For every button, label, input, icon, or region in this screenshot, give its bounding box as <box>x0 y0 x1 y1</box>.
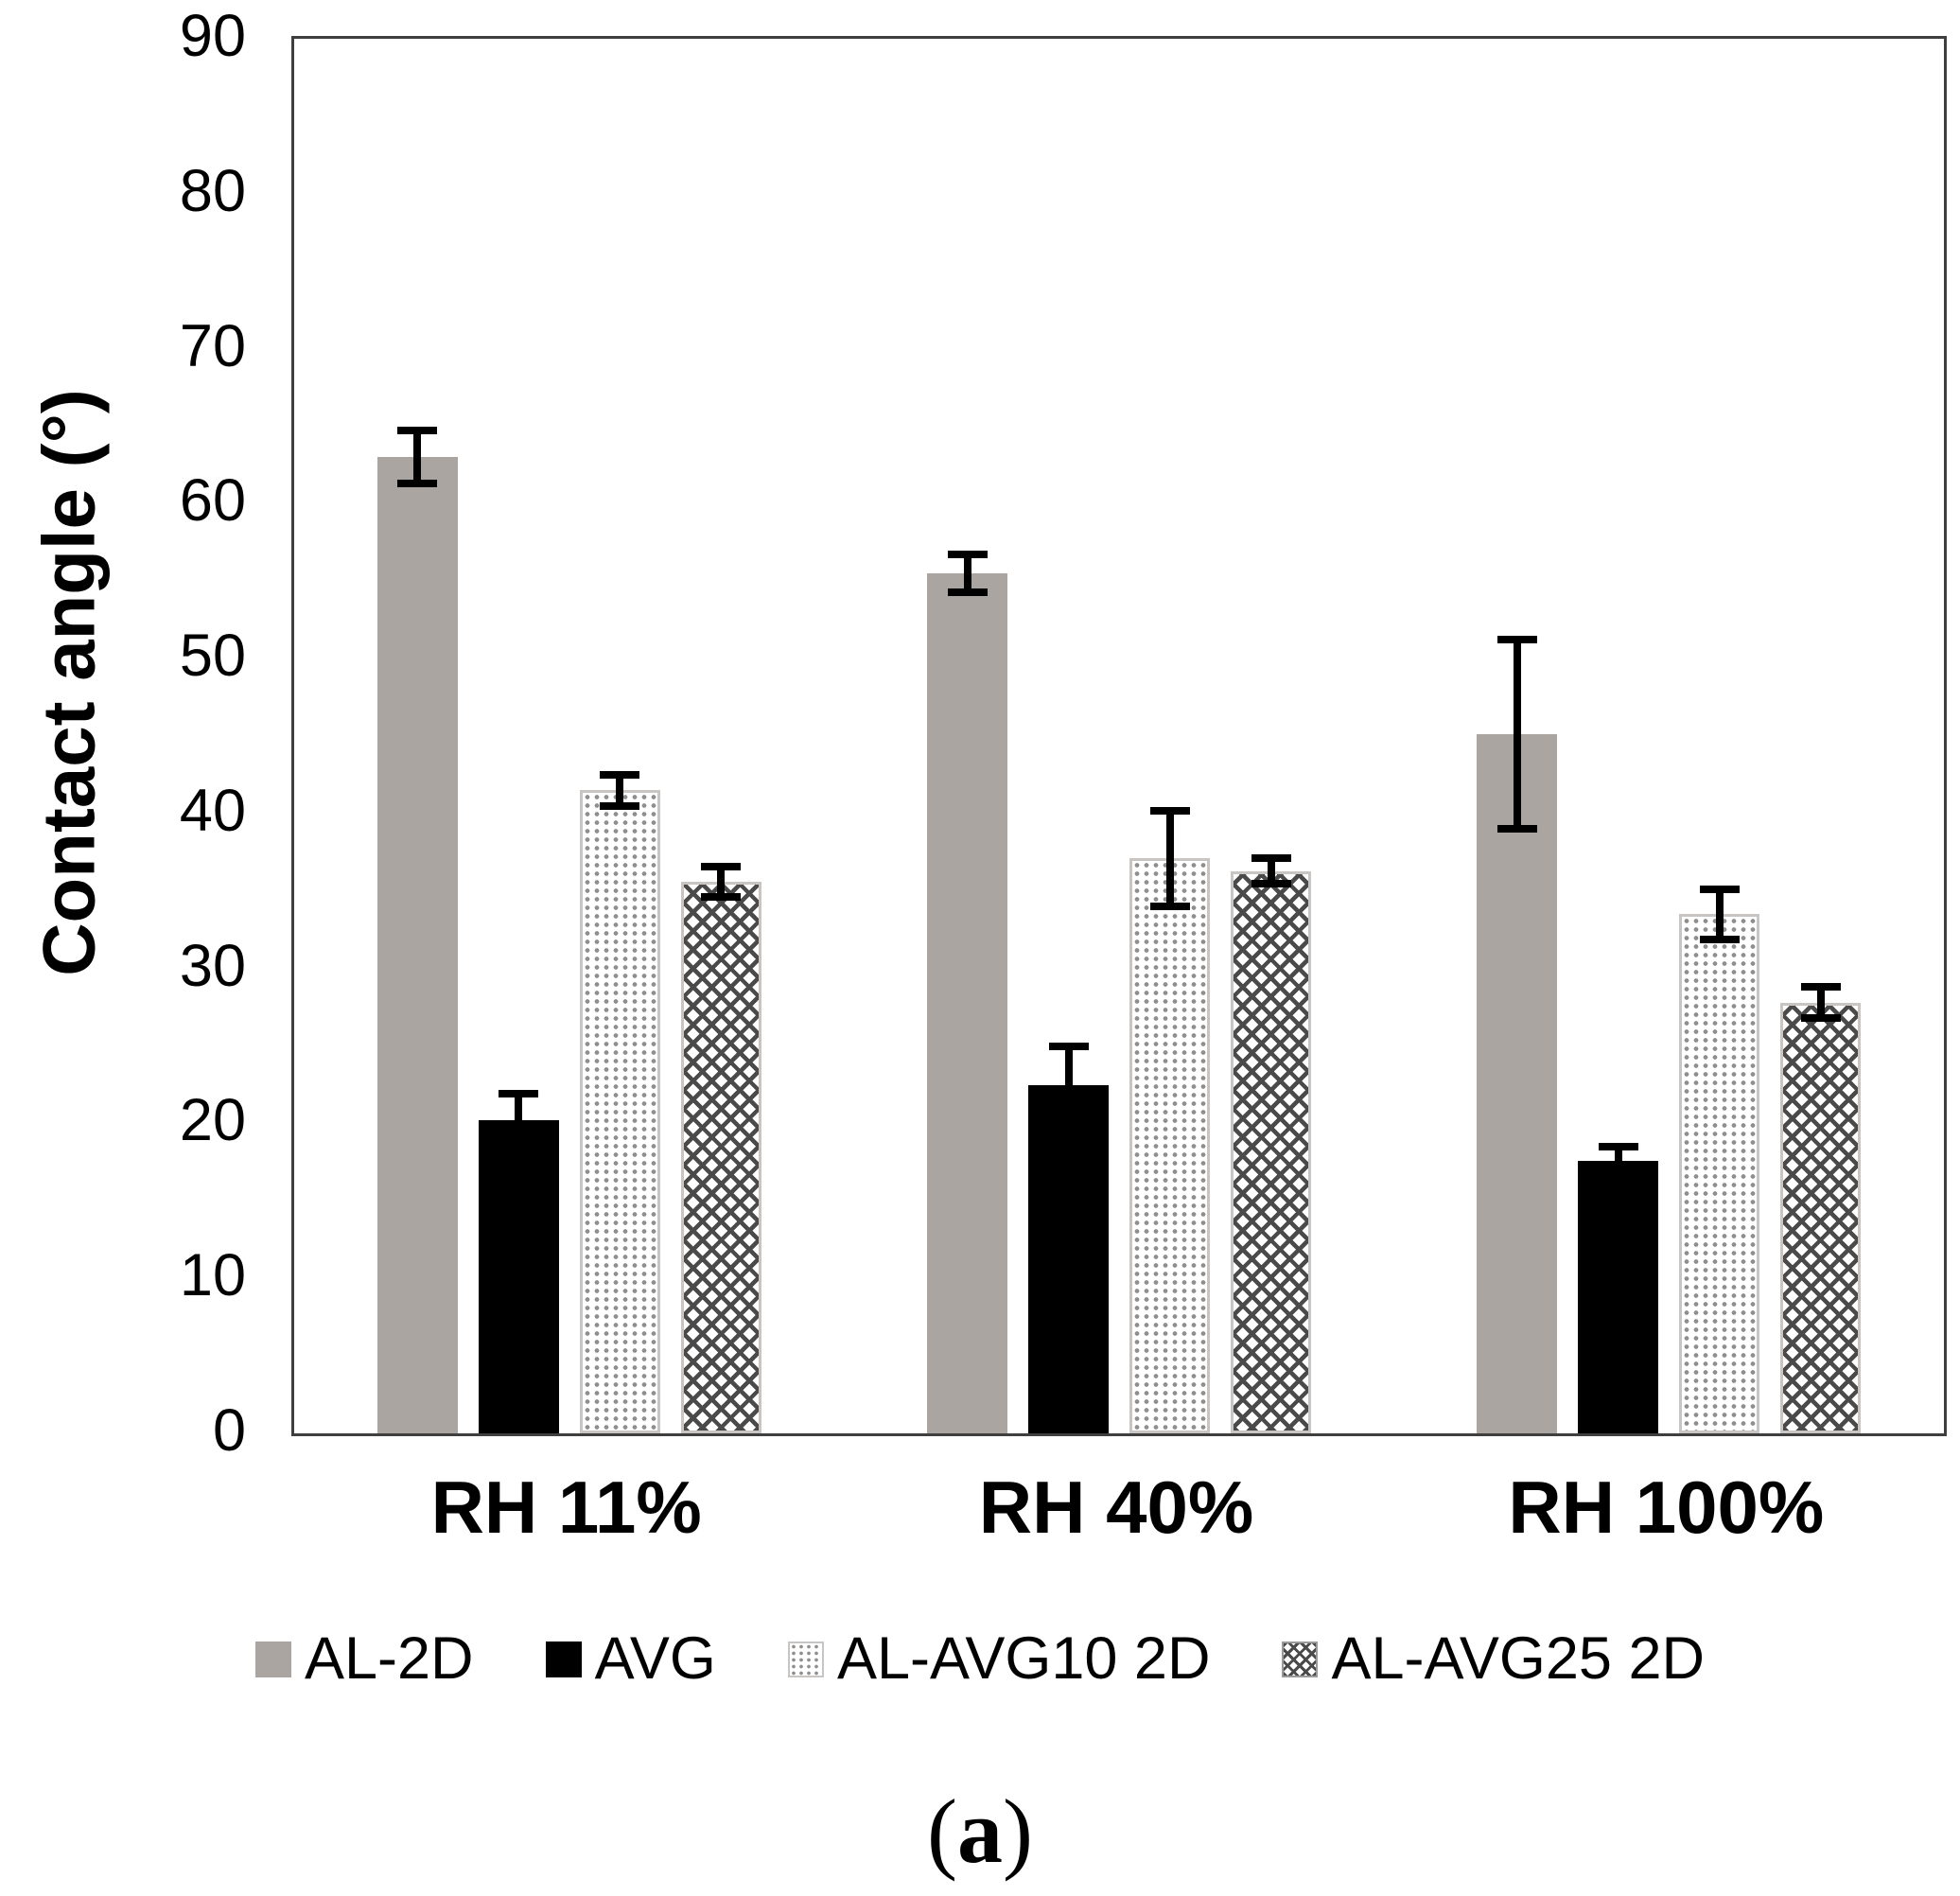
error-bar-al-avg25-2d-rh-40 <box>1267 858 1275 884</box>
x-category-label-rh-40: RH 40% <box>978 1466 1254 1549</box>
error-bar-al-2d-rh-100 <box>1513 640 1521 830</box>
bar-al-avg25-2d-rh-40 <box>1231 870 1311 1433</box>
y-tick-label: 10 <box>179 1242 246 1309</box>
y-tick-label: 40 <box>179 777 246 844</box>
legend-swatch-crosshatch-icon <box>1282 1641 1319 1677</box>
bar-al-2d-rh-11 <box>376 457 458 1433</box>
y-tick-label: 30 <box>179 932 246 999</box>
bar-al-avg10-2d-rh-40 <box>1129 858 1210 1433</box>
bar-al-avg10-2d-rh-100 <box>1679 914 1760 1433</box>
bar-avg-rh-100 <box>1578 1160 1659 1433</box>
legend-swatch-solid-gray-icon <box>254 1641 291 1677</box>
plot-area <box>291 36 1947 1436</box>
bar-al-2d-rh-40 <box>927 573 1007 1433</box>
error-bar-cap <box>1251 879 1291 887</box>
y-tick-label: 50 <box>179 623 246 690</box>
x-category-label-rh-11: RH 11% <box>430 1466 702 1549</box>
error-bar-cap <box>1598 1143 1638 1150</box>
legend-label: AVG <box>594 1625 716 1692</box>
error-bar-cap <box>1251 854 1291 863</box>
caption-letter: a <box>957 1781 1003 1882</box>
error-bar-cap <box>1149 903 1190 911</box>
legend-entry-al-2d: AL-2D <box>254 1625 474 1692</box>
error-bar-cap <box>1800 983 1841 992</box>
error-bar-cap <box>397 427 438 435</box>
error-bar-avg-rh-40 <box>1064 1045 1073 1124</box>
error-bar-cap <box>701 893 742 902</box>
y-tick-label: 0 <box>212 1397 246 1464</box>
error-bar-cap <box>499 1143 539 1150</box>
caption-close-paren: ) <box>1003 1781 1033 1882</box>
bar-al-2d-rh-100 <box>1477 734 1558 1433</box>
error-bar-cap <box>1496 825 1537 834</box>
legend-label: AL-2D <box>304 1625 474 1692</box>
error-bar-cap <box>947 588 988 596</box>
error-bar-al-avg25-2d-rh-11 <box>717 866 726 898</box>
error-bar-cap <box>1800 1014 1841 1023</box>
legend-swatch-solid-black-icon <box>545 1641 582 1677</box>
y-tick-label: 80 <box>179 157 246 224</box>
y-axis-tick-labels: 0 10 20 30 40 50 60 70 80 90 <box>0 0 255 1896</box>
error-bar-cap <box>1496 636 1537 644</box>
bar-avg-rh-11 <box>478 1120 559 1433</box>
y-axis-title: Contact angle (°) <box>26 389 111 976</box>
error-bar-cap <box>1149 806 1190 815</box>
error-bar-al-2d-rh-11 <box>413 430 422 484</box>
error-bar-cap <box>499 1090 539 1098</box>
error-bar-cap <box>1699 935 1740 943</box>
error-bar-avg-rh-11 <box>515 1094 523 1147</box>
error-bar-al-2d-rh-40 <box>963 554 971 592</box>
chart-legend: AL-2D AVG AL-AVG10 2D AL-AVG25 2D <box>0 1629 1960 1689</box>
error-bar-cap <box>600 770 640 779</box>
error-bar-avg-rh-100 <box>1614 1147 1622 1175</box>
error-bar-al-avg10-2d-rh-11 <box>616 774 624 806</box>
bar-al-avg25-2d-rh-11 <box>680 881 761 1433</box>
legend-label: AL-AVG10 2D <box>836 1625 1211 1692</box>
error-bar-cap <box>1598 1170 1638 1179</box>
legend-label: AL-AVG25 2D <box>1331 1625 1705 1692</box>
legend-swatch-dotted-icon <box>787 1641 824 1677</box>
error-bar-cap <box>1048 1119 1089 1128</box>
y-tick-label: 60 <box>179 467 246 535</box>
x-category-label-rh-100: RH 100% <box>1508 1466 1825 1549</box>
y-tick-label: 20 <box>179 1087 246 1154</box>
y-tick-label: 70 <box>179 312 246 379</box>
caption-open-paren: ( <box>927 1781 957 1882</box>
error-bar-cap <box>397 480 438 488</box>
bar-al-avg10-2d-rh-11 <box>579 790 660 1433</box>
y-tick-label: 90 <box>179 3 246 69</box>
error-bar-cap <box>701 862 742 870</box>
error-bar-al-avg10-2d-rh-100 <box>1715 889 1724 939</box>
bar-avg-rh-40 <box>1028 1084 1109 1433</box>
legend-entry-avg: AVG <box>545 1625 716 1692</box>
error-bar-cap <box>600 801 640 810</box>
bar-al-avg25-2d-rh-100 <box>1780 1002 1862 1433</box>
error-bar-cap <box>1048 1042 1089 1050</box>
figure-caption: (a) <box>0 1784 1960 1879</box>
error-bar-cap <box>947 551 988 559</box>
error-bar-al-avg25-2d-rh-100 <box>1816 987 1825 1019</box>
error-bar-cap <box>1699 886 1740 894</box>
legend-entry-al-avg10-2d: AL-AVG10 2D <box>787 1625 1211 1692</box>
error-bar-al-avg10-2d-rh-40 <box>1165 810 1174 907</box>
legend-entry-al-avg25-2d: AL-AVG25 2D <box>1282 1629 1705 1689</box>
